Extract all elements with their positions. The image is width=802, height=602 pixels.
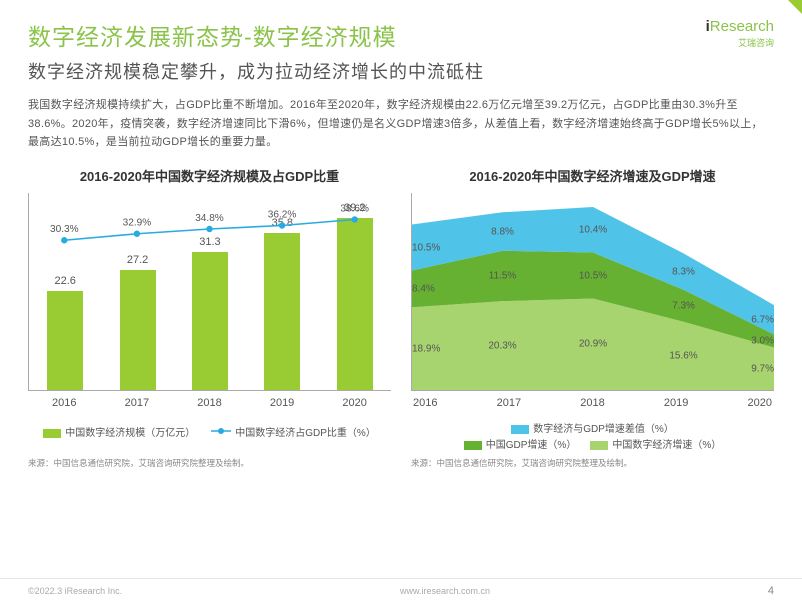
bar-value-label: 35.8 — [264, 217, 300, 229]
copyright-left: ©2022.3 iResearch Inc. — [28, 586, 122, 596]
bar: 22.6 — [47, 291, 83, 390]
chart1-plot: 22.627.231.335.839.2 30.3%32.9%34.8%36.2… — [28, 193, 391, 391]
page-paragraph: 我国数字经济规模持续扩大，占GDP比重不断增加。2016年至2020年，数字经济… — [28, 96, 774, 152]
area-value-label: 3.0% — [751, 336, 774, 347]
chart2-plot: 18.9% 20.3% 20.9% 15.6% 9.7% 8.4% 11.5% 10.5% 7.… — [411, 193, 774, 391]
chart1-source: 来源：中国信息通信研究院，艾瑞咨询研究院整理及绘制。 — [28, 457, 391, 469]
area-value-label: 18.9% — [412, 343, 440, 354]
area-value-label: 10.5% — [579, 270, 607, 281]
bar-value-label: 27.2 — [120, 254, 156, 266]
chart2-legend: 数字经济与GDP增速差值（%） 中国GDP增速（%） 中国数字经济增速（%） — [411, 420, 774, 451]
footer: ©2022.3 iResearch Inc. www.iresearch.com… — [0, 578, 802, 602]
page-title: 数字经济发展新态势-数字经济规模 — [28, 18, 397, 52]
area-value-label: 20.3% — [488, 340, 516, 351]
area-value-label: 20.9% — [579, 339, 607, 350]
bar-value-label: 22.6 — [47, 275, 83, 287]
x-tick-label: 2016 — [413, 397, 437, 409]
x-tick-label: 2017 — [119, 397, 155, 409]
chart-left: 2016-2020年中国数字经济规模及占GDP比重 22.6 27.2 31.3 35… — [28, 166, 391, 469]
copyright-right: www.iresearch.com.cn — [400, 586, 490, 596]
area-value-label: 8.4% — [412, 283, 435, 294]
area-value-label: 11.5% — [489, 271, 517, 282]
bar: 31.3 — [192, 252, 228, 390]
chart1-title: 2016-2020年中国数字经济规模及占GDP比重 — [28, 166, 391, 185]
x-tick-label: 2020 — [748, 397, 772, 409]
area-value-label: 6.7% — [751, 314, 774, 325]
bar-value-label: 39.2 — [337, 202, 373, 214]
x-tick-label: 2018 — [191, 397, 227, 409]
area-value-label: 8.8% — [491, 226, 514, 237]
area-value-label: 8.3% — [672, 266, 695, 277]
logo-sub: 艾瑞咨询 — [706, 36, 774, 49]
header: 数字经济发展新态势-数字经济规模 iResearch 艾瑞咨询 — [28, 18, 774, 52]
area-value-label: 10.4% — [579, 224, 607, 235]
page: 数字经济发展新态势-数字经济规模 iResearch 艾瑞咨询 数字经济规模稳定… — [0, 0, 802, 469]
bar-swatch — [43, 429, 61, 438]
chart1-xaxis: 2016 2017 2018 2019 2020 — [28, 397, 391, 409]
x-tick-label: 2017 — [497, 397, 521, 409]
chart-right: 2016-2020年中国数字经济增速及GDP增速 18.9% 20.3% 20.9%… — [411, 166, 774, 469]
chart2-title: 2016-2020年中国数字经济增速及GDP增速 — [411, 166, 774, 185]
bar: 39.2 — [337, 218, 373, 390]
charts-row: 2016-2020年中国数字经济规模及占GDP比重 22.6 27.2 31.3 35… — [28, 166, 774, 469]
chart2-area: 18.9% 20.3% 20.9% 15.6% 9.7% 8.4% 11.5% 10.5% 7.… — [411, 193, 774, 453]
x-tick-label: 2019 — [664, 397, 688, 409]
x-tick-label: 2019 — [264, 397, 300, 409]
page-number: 4 — [768, 585, 774, 597]
chart1-legend: 中国数字经济规模（万亿元） 中国数字经济占GDP比重（%） — [28, 424, 391, 439]
area-value-label: 15.6% — [669, 350, 697, 361]
bar-value-label: 31.3 — [192, 236, 228, 248]
line-swatch — [211, 426, 231, 436]
bar: 35.8 — [264, 233, 300, 391]
area-value-label: 9.7% — [751, 363, 774, 374]
bar: 27.2 — [120, 270, 156, 390]
logo: iResearch 艾瑞咨询 — [706, 18, 774, 49]
x-tick-label: 2016 — [46, 397, 82, 409]
chart2-xaxis: 2016 2017 2018 2019 2020 — [411, 397, 774, 409]
x-tick-label: 2020 — [337, 397, 373, 409]
chart1-area: 22.627.231.335.839.2 30.3%32.9%34.8%36.2… — [28, 193, 391, 453]
corner-accent — [788, 0, 802, 14]
x-tick-label: 2018 — [580, 397, 604, 409]
logo-text: Research — [710, 18, 774, 35]
chart1-legend-line: 中国数字经济占GDP比重（%） — [235, 428, 376, 439]
area-value-label: 10.5% — [412, 242, 440, 253]
chart2-source: 来源：中国信息通信研究院，艾瑞咨询研究院整理及绘制。 — [411, 457, 774, 469]
chart1-legend-bar: 中国数字经济规模（万亿元） — [65, 428, 195, 439]
area-value-label: 7.3% — [672, 300, 695, 311]
page-subtitle: 数字经济规模稳定攀升，成为拉动经济增长的中流砥柱 — [28, 58, 774, 84]
legend-item: 数字经济与GDP增速差值（%） — [511, 420, 674, 435]
legend-item: 中国数字经济增速（%） — [590, 436, 721, 451]
legend-item: 中国GDP增速（%） — [464, 436, 577, 451]
